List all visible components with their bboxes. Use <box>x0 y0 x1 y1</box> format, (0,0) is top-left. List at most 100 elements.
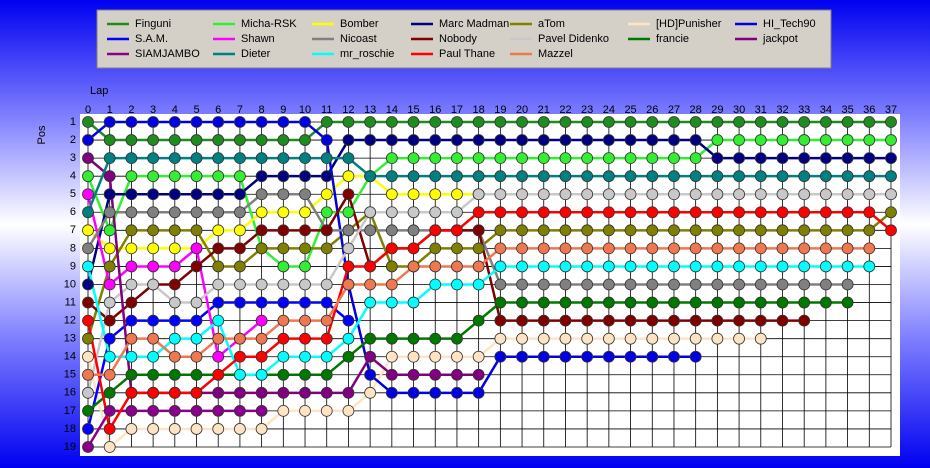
marker <box>407 206 420 219</box>
marker <box>559 134 572 146</box>
marker <box>668 242 680 255</box>
marker <box>212 314 225 327</box>
marker <box>559 296 572 309</box>
marker <box>863 134 876 146</box>
marker <box>125 152 138 165</box>
x-tick-label: 23 <box>581 104 593 116</box>
marker <box>733 296 745 309</box>
marker <box>429 386 442 399</box>
marker <box>451 332 463 345</box>
marker <box>299 404 311 417</box>
marker <box>190 260 203 273</box>
x-axis-label: Lap <box>90 85 108 97</box>
marker <box>364 116 377 128</box>
marker <box>277 296 290 309</box>
marker <box>581 206 594 219</box>
marker <box>82 386 94 399</box>
marker <box>733 332 745 345</box>
marker <box>255 116 268 128</box>
marker <box>494 296 507 309</box>
marker <box>234 386 246 399</box>
marker <box>277 260 290 273</box>
marker <box>190 350 203 363</box>
marker <box>885 188 897 201</box>
marker <box>299 350 311 363</box>
marker <box>646 152 659 165</box>
marker <box>602 224 615 237</box>
marker <box>581 242 594 255</box>
x-tick-label: 30 <box>733 104 745 116</box>
legend-label: Dieter <box>241 48 271 60</box>
marker <box>646 170 659 183</box>
marker <box>516 332 528 345</box>
marker <box>364 350 377 363</box>
marker <box>559 206 572 219</box>
marker <box>451 170 463 183</box>
x-tick-label: 11 <box>321 104 332 116</box>
marker <box>451 152 463 165</box>
marker <box>82 242 94 255</box>
marker <box>624 242 637 255</box>
marker <box>819 116 832 128</box>
marker <box>646 314 659 327</box>
marker <box>472 278 485 291</box>
marker <box>82 206 94 219</box>
marker <box>602 242 615 255</box>
marker <box>212 332 225 345</box>
marker <box>863 224 876 237</box>
marker <box>342 278 355 291</box>
marker <box>320 206 333 219</box>
marker <box>668 152 680 165</box>
marker <box>103 441 116 453</box>
marker <box>776 152 789 165</box>
marker <box>429 278 442 291</box>
marker <box>559 242 572 255</box>
marker <box>255 134 268 146</box>
marker <box>646 242 659 255</box>
marker <box>103 332 116 345</box>
marker <box>125 332 138 345</box>
marker <box>342 224 355 237</box>
marker <box>299 242 311 255</box>
y-tick-label: 6 <box>70 206 76 218</box>
marker <box>472 206 485 219</box>
marker <box>516 116 528 128</box>
y-tick-label: 14 <box>64 351 76 363</box>
marker <box>125 206 138 219</box>
marker <box>537 350 550 363</box>
marker <box>407 224 420 237</box>
marker <box>190 242 203 255</box>
marker <box>320 404 333 417</box>
marker <box>212 152 225 165</box>
marker <box>711 116 724 128</box>
marker <box>234 134 246 146</box>
marker <box>668 134 680 146</box>
marker <box>125 278 138 291</box>
marker <box>776 188 789 201</box>
marker <box>277 350 290 363</box>
marker <box>385 332 398 345</box>
marker <box>147 206 160 219</box>
marker <box>147 188 160 201</box>
legend-label: Nobody <box>439 33 477 45</box>
marker <box>364 260 377 273</box>
marker <box>754 188 767 201</box>
x-tick-label: 14 <box>386 104 398 116</box>
marker <box>299 332 311 345</box>
marker <box>537 224 550 237</box>
marker <box>364 170 377 183</box>
x-tick-label: 18 <box>473 104 485 116</box>
marker <box>841 278 854 291</box>
marker <box>125 404 138 417</box>
x-tick-label: 10 <box>299 104 311 116</box>
marker <box>234 152 246 165</box>
marker <box>646 224 659 237</box>
marker <box>451 386 463 399</box>
marker <box>190 206 203 219</box>
marker <box>168 242 181 255</box>
marker <box>819 296 832 309</box>
marker <box>581 278 594 291</box>
marker <box>103 296 116 309</box>
marker <box>733 134 745 146</box>
marker <box>342 188 355 201</box>
